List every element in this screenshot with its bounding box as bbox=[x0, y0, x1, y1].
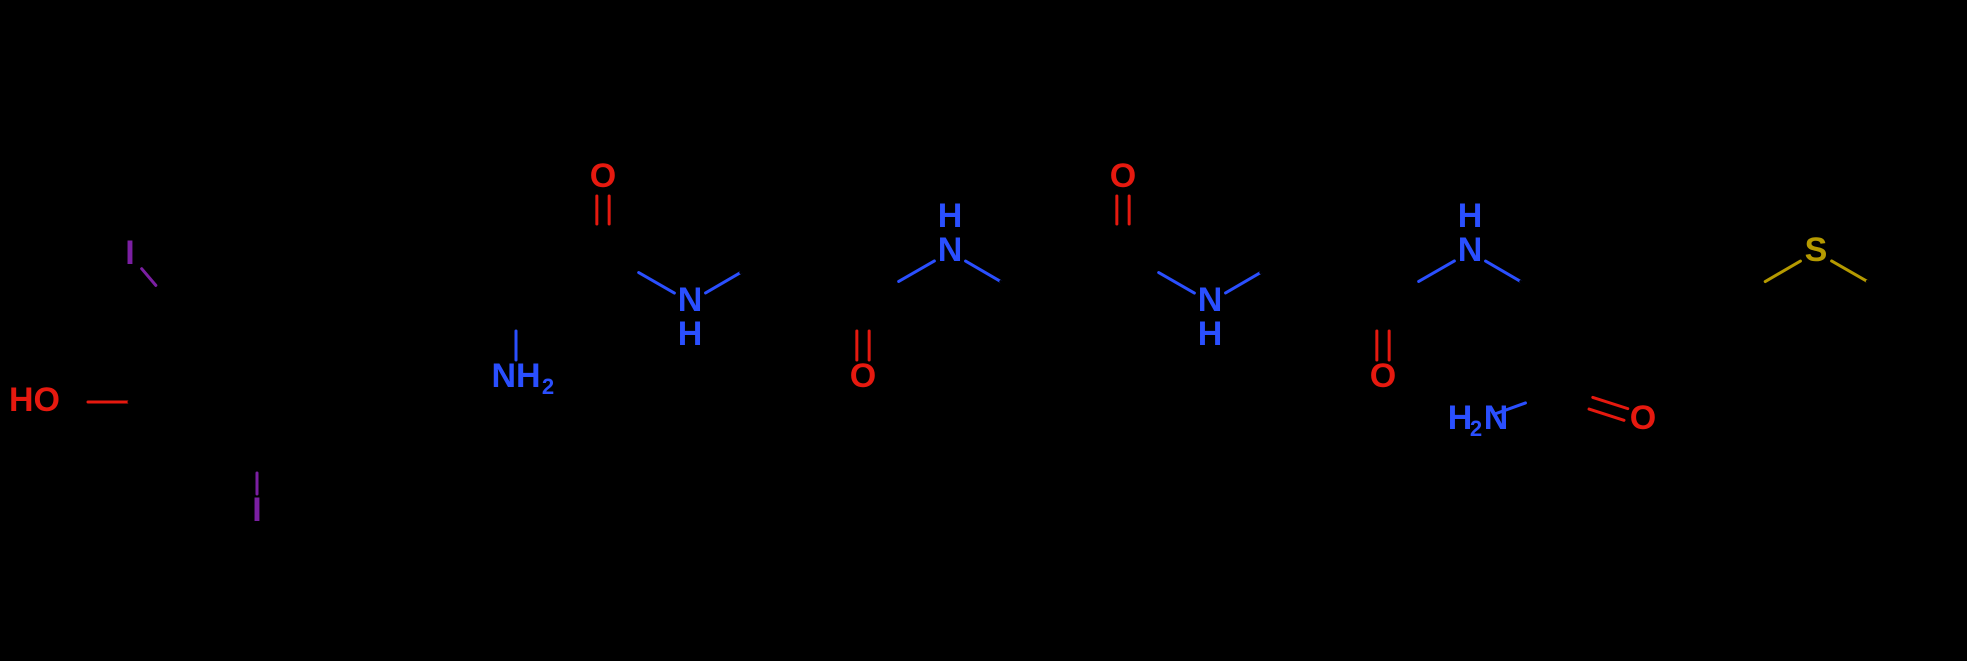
atom-label: H bbox=[938, 197, 963, 235]
atom-label: N bbox=[678, 281, 703, 319]
atom-label: O bbox=[590, 157, 616, 195]
atom-label: O bbox=[1630, 399, 1656, 437]
atom-label: O bbox=[1370, 357, 1396, 395]
atom-label: N bbox=[1198, 281, 1223, 319]
atom-label: H bbox=[1198, 315, 1223, 353]
atom-label: 2 bbox=[1470, 416, 1482, 441]
atom-label: N bbox=[938, 231, 963, 269]
canvas-bg bbox=[0, 0, 1967, 661]
atom-label: H bbox=[1458, 197, 1483, 235]
atom-label: NH bbox=[491, 357, 540, 395]
atom-label: HO bbox=[9, 381, 60, 419]
atom-label: N bbox=[1458, 231, 1483, 269]
atom-label: I bbox=[252, 491, 261, 529]
atom-label: H bbox=[1448, 399, 1473, 437]
atom-label: I bbox=[125, 234, 134, 272]
atom-label: H bbox=[678, 315, 703, 353]
atom-label: S bbox=[1805, 231, 1828, 269]
atom-label: O bbox=[1110, 157, 1136, 195]
atom-label: N bbox=[1484, 399, 1509, 437]
atom-label: 2 bbox=[542, 374, 554, 399]
atom-label: O bbox=[850, 357, 876, 395]
molecule-canvas: HOIINH2ONHONHONHONHOH2NS bbox=[0, 0, 1967, 661]
